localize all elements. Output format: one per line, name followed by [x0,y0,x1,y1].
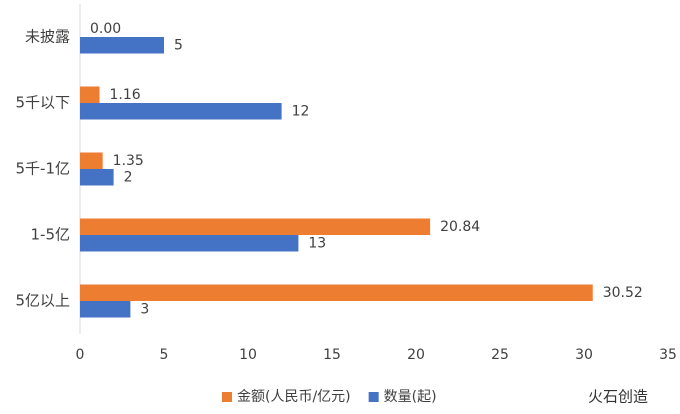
value-label: 0.00 [90,21,121,37]
x-tick-label: 5 [160,347,169,363]
bar [80,37,164,54]
bar [80,86,100,103]
bar [80,284,593,301]
x-tick-label: 20 [407,347,425,363]
bar [80,235,299,252]
x-tick-label: 15 [323,347,341,363]
x-tick-label: 0 [76,347,85,363]
x-tick-label: 35 [659,347,677,363]
y-tick-label: 1-5亿 [31,226,71,244]
y-tick-label: 5千以下 [15,94,70,112]
bar [80,103,282,120]
bar [80,169,114,186]
x-tick-label: 25 [491,347,509,363]
y-tick-label: 5亿以上 [15,292,70,310]
bar [80,301,131,318]
value-label: 5 [174,37,183,53]
legend-label: 数量(起) [384,389,437,405]
value-label: 2 [124,169,133,185]
y-tick-label: 未披露 [25,28,70,46]
x-tick-label: 30 [575,347,593,363]
source-label: 火石创造 [588,388,648,406]
value-label: 12 [292,103,310,119]
value-label: 30.52 [603,285,643,301]
legend-swatch [368,392,379,402]
x-tick-label: 10 [239,347,257,363]
legend-label: 金额(人民币/亿元) [237,389,351,405]
bar [80,152,103,169]
bar [80,218,431,235]
value-label: 20.84 [440,219,480,235]
legend-swatch [222,392,232,402]
value-label: 1.35 [113,153,144,169]
value-label: 13 [308,235,326,251]
value-label: 1.16 [109,87,140,103]
value-label: 3 [140,301,149,317]
y-tick-label: 5千-1亿 [16,160,71,178]
